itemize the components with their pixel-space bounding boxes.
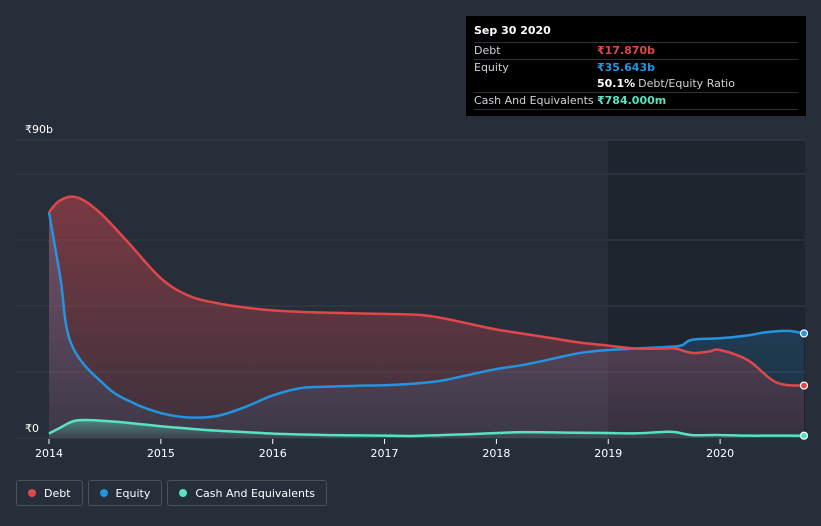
tooltip: Sep 30 2020 Debt ₹17.870b Equity ₹35.643… [466, 16, 806, 116]
x-tick-label: 2019 [594, 447, 622, 460]
tooltip-value: 50.1% [597, 77, 636, 90]
y-tick-label: ₹90b [25, 123, 53, 136]
legend-label: Equity [115, 486, 151, 500]
legend-item-cash[interactable]: Cash And Equivalents [167, 480, 327, 506]
tooltip-value: ₹784.000m [597, 94, 667, 107]
cash-end-marker [799, 431, 809, 440]
x-tick-label: 2014 [35, 447, 63, 460]
tooltip-value: ₹17.870b [597, 44, 655, 57]
equity-end-marker [799, 329, 809, 338]
x-tick-label: 2016 [259, 447, 287, 460]
debt-line [48, 195, 805, 387]
x-tick-label: 2017 [371, 447, 399, 460]
tooltip-label: Cash And Equivalents [474, 94, 594, 107]
legend-item-debt[interactable]: Debt [16, 480, 83, 506]
tooltip-label: Equity [474, 61, 509, 74]
debt-end-marker [799, 381, 809, 390]
x-axis: 2014 2015 2016 2017 2018 2019 2020 [35, 439, 734, 460]
y-axis: ₹90b ₹0 [25, 123, 53, 435]
legend-label: Debt [44, 486, 71, 500]
x-tick-label: 2015 [147, 447, 175, 460]
legend: Debt Equity Cash And Equivalents [16, 480, 327, 506]
tooltip-label [474, 76, 597, 92]
tooltip-row-ratio: 50.1% Debt/Equity Ratio [474, 76, 798, 92]
tooltip-date: Sep 30 2020 [474, 24, 551, 37]
legend-dot-icon [179, 489, 188, 497]
legend-label: Cash And Equivalents [195, 486, 315, 500]
debt-area [49, 196, 804, 438]
x-tick-label: 2020 [706, 447, 734, 460]
legend-item-equity[interactable]: Equity [87, 480, 163, 506]
tooltip-subtext: Debt/Equity Ratio [638, 77, 735, 90]
x-tick-label: 2018 [482, 447, 510, 460]
equity-line [47, 211, 805, 419]
cash-line [48, 418, 805, 438]
legend-dot-icon [28, 489, 36, 497]
tooltip-value: ₹35.643b [597, 61, 655, 74]
tooltip-row-cash: Cash And Equivalents ₹784.000m [474, 92, 798, 110]
legend-dot-icon [99, 489, 108, 497]
tooltip-row-debt: Debt ₹17.870b [474, 42, 798, 59]
series-lines [47, 195, 805, 438]
tooltip-row-equity: Equity ₹35.643b [474, 59, 798, 76]
tooltip-label: Debt [474, 44, 501, 57]
series-end-markers [799, 329, 809, 440]
y-tick-label: ₹0 [25, 422, 39, 435]
